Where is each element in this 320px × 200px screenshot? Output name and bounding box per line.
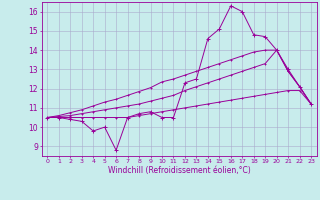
X-axis label: Windchill (Refroidissement éolien,°C): Windchill (Refroidissement éolien,°C) <box>108 166 251 175</box>
